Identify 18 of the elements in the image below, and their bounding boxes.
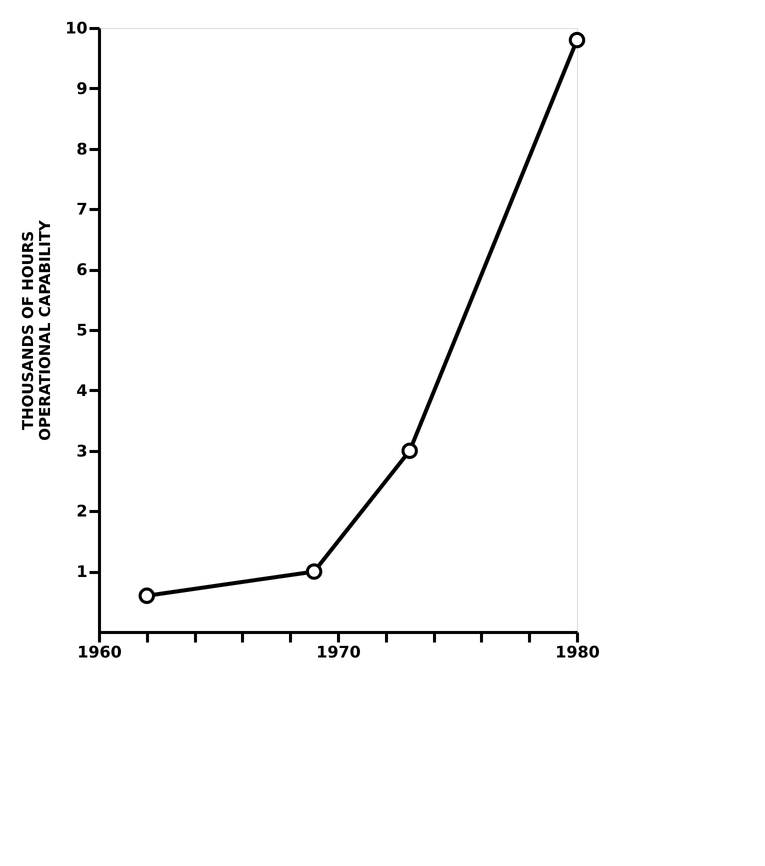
x-tick-label: 1970 [316, 642, 361, 662]
y-tick-label: 1 [76, 562, 88, 582]
x-tick-label: 1980 [555, 642, 600, 662]
y-axis-title: THOUSANDS OF HOURS OPERATIONAL CAPABILITY [19, 219, 54, 441]
y-tick-label: 7 [76, 200, 88, 219]
y-tick-label: 10 [65, 18, 88, 38]
point [138, 588, 156, 604]
y-tick-label: 3 [76, 441, 88, 460]
y-tick-label: 8 [76, 139, 88, 158]
y-tick-label: 9 [76, 78, 88, 98]
y-tick-label: 6 [76, 260, 88, 280]
y-tick-label: 4 [76, 380, 88, 400]
point [306, 563, 322, 580]
point [401, 442, 418, 459]
y-tick-label: 5 [76, 320, 88, 340]
x-tick-label: 1960 [77, 642, 122, 662]
point [568, 32, 586, 48]
y-tick-label: 2 [76, 502, 88, 521]
